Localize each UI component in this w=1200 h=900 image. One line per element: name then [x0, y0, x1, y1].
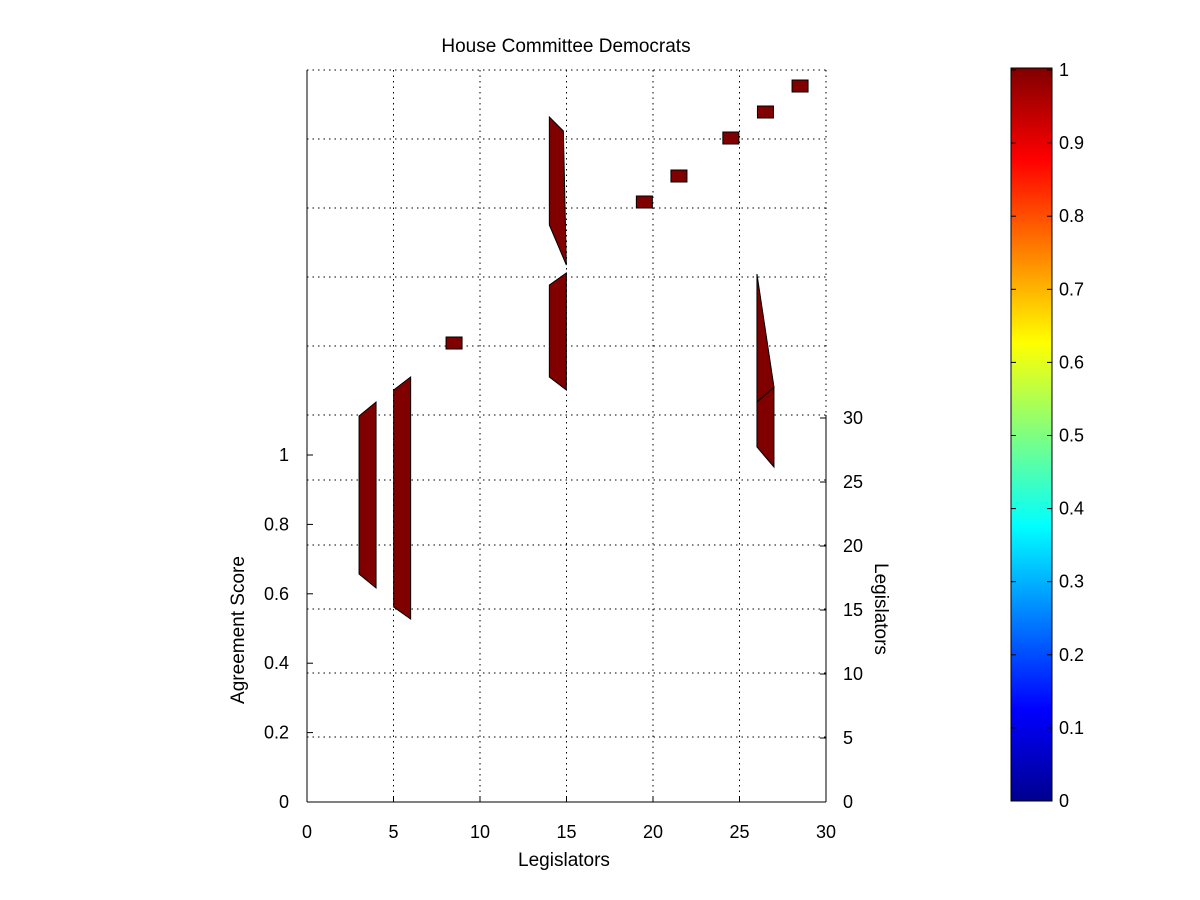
x-tick-label: 5 [388, 822, 398, 842]
bar-column [393, 375, 412, 620]
bar-cap [756, 105, 774, 119]
z-tick-label: 0.4 [264, 653, 289, 673]
bar-column [548, 115, 567, 266]
grid-lines [306, 69, 827, 802]
bar-cap [445, 336, 463, 350]
y-tick-labels: 0 5 10 15 20 25 30 [820, 408, 863, 812]
bar-cap [722, 131, 740, 145]
x-tick-label: 0 [302, 822, 312, 842]
colorbar-tick-label: 0.2 [1059, 645, 1084, 665]
bar-cap [635, 195, 653, 209]
colorbar-tick-label: 0.8 [1059, 206, 1084, 226]
z-axis-label: Agreement Score [228, 556, 249, 704]
x-axis-label: Legislators [518, 850, 610, 871]
x-tick-label: 25 [729, 822, 749, 842]
z-tick-label: 0.2 [264, 723, 289, 743]
x-tick-label: 15 [556, 822, 576, 842]
x-tick-label: 10 [470, 822, 490, 842]
chart-title: House Committee Democrats [441, 36, 690, 57]
z-tick-label: 0 [279, 792, 289, 812]
colorbar-tick-label: 0.1 [1059, 718, 1084, 738]
y-tick-label: 20 [843, 536, 863, 556]
colorbar-tick-label: 0 [1059, 791, 1069, 811]
y-tick-label: 15 [843, 600, 863, 620]
z-tick-labels: 0 0.2 0.4 0.6 0.8 1 [264, 445, 313, 812]
y-axis-label: Legislators [870, 563, 891, 655]
bar-column [358, 400, 377, 590]
y-tick-label: 10 [843, 664, 863, 684]
colorbar-tick-label: 0.7 [1059, 279, 1084, 299]
bar-cap [670, 169, 688, 183]
bars-group [358, 79, 809, 620]
bar-column [756, 273, 775, 404]
y-tick-label: 0 [843, 792, 853, 812]
y-tick-label: 30 [843, 408, 863, 428]
x-tick-label: 30 [816, 822, 836, 842]
colorbar-tick-label: 0.5 [1059, 426, 1084, 446]
y-tick-label: 5 [843, 728, 853, 748]
z-tick-label: 0.6 [264, 584, 289, 604]
z-tick-label: 0.8 [264, 514, 289, 534]
colorbar-tick-label: 0.6 [1059, 352, 1084, 372]
bar-cap [791, 79, 809, 93]
y-tick-label: 25 [843, 472, 863, 492]
colorbar-tick-label: 0.3 [1059, 572, 1084, 592]
colorbar-tick-labels: 0 0.1 0.2 0.3 0.4 0.5 0.6 0.7 0.8 0.9 1 [1011, 60, 1084, 811]
z-tick-label: 1 [279, 445, 289, 465]
x-tick-label: 20 [643, 822, 663, 842]
colorbar-tick-label: 0.9 [1059, 133, 1084, 153]
bar-column [548, 272, 567, 392]
x-tick-labels: 0 5 10 15 20 25 30 [302, 796, 836, 842]
colorbar [1010, 67, 1053, 802]
colorbar-tick-label: 0.4 [1059, 499, 1084, 519]
colorbar-tick-label: 1 [1059, 60, 1069, 80]
